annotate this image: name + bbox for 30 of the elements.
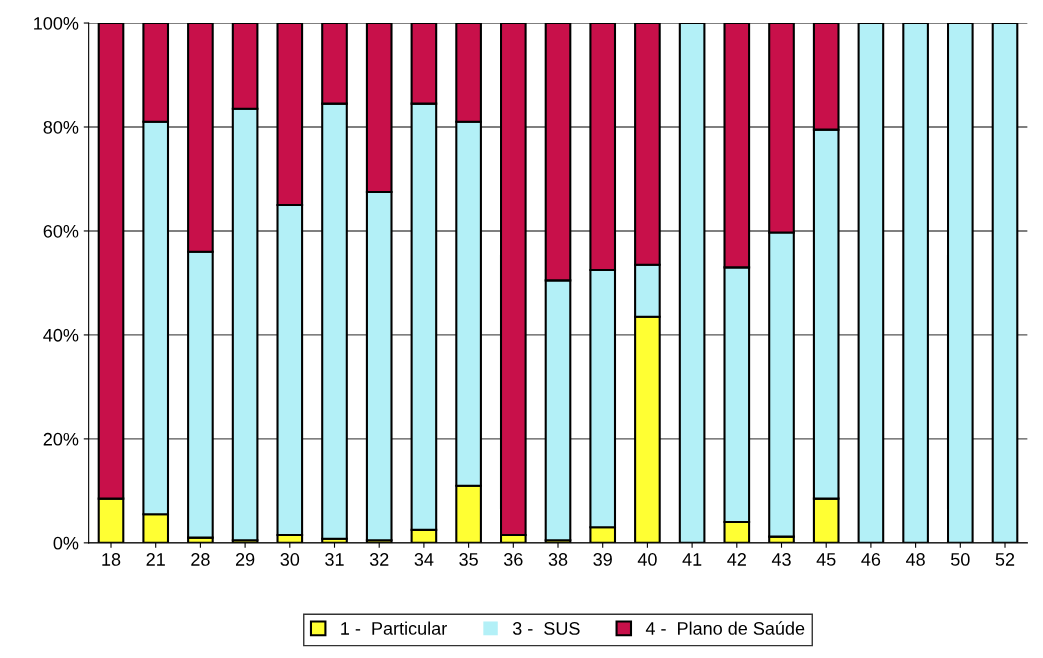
y-tick-label: 60% (43, 224, 79, 238)
x-tick-label: 45 (816, 553, 836, 566)
x-tick-label: 28 (191, 553, 210, 566)
x-tick-label: 40 (637, 553, 657, 566)
legend-label: 1 - Particular (341, 621, 447, 635)
y-tick-label: 80% (43, 120, 79, 134)
x-tick-label: 21 (146, 553, 165, 566)
x-tick-label: 34 (414, 553, 434, 566)
y-tick-label: 100% (34, 16, 79, 30)
y-tick-label: 20% (43, 432, 79, 446)
x-tick-label: 29 (235, 553, 255, 566)
x-tick-label: 38 (548, 553, 568, 566)
y-tick-label: 0% (53, 536, 79, 550)
x-tick-label: 52 (995, 553, 1015, 566)
x-tick-label: 32 (369, 553, 389, 566)
x-tick-label: 36 (503, 553, 523, 566)
x-tick-label: 31 (325, 553, 344, 566)
x-tick-label: 43 (771, 553, 791, 566)
x-tick-label: 41 (682, 553, 702, 566)
x-tick-label: 48 (905, 553, 925, 566)
x-tick-label: 35 (459, 553, 478, 566)
legend-label: 3 - SUS (512, 622, 580, 635)
x-tick-label: 39 (593, 553, 612, 566)
x-tick-label: 50 (950, 553, 970, 566)
y-tick-label: 40% (43, 328, 79, 342)
x-tick-label: 30 (280, 553, 300, 566)
x-tick-label: 18 (102, 553, 121, 566)
x-tick-label: 46 (861, 553, 881, 566)
x-tick-label: 42 (727, 553, 746, 566)
legend-label: 4 - Plano de Saúde (645, 621, 805, 635)
